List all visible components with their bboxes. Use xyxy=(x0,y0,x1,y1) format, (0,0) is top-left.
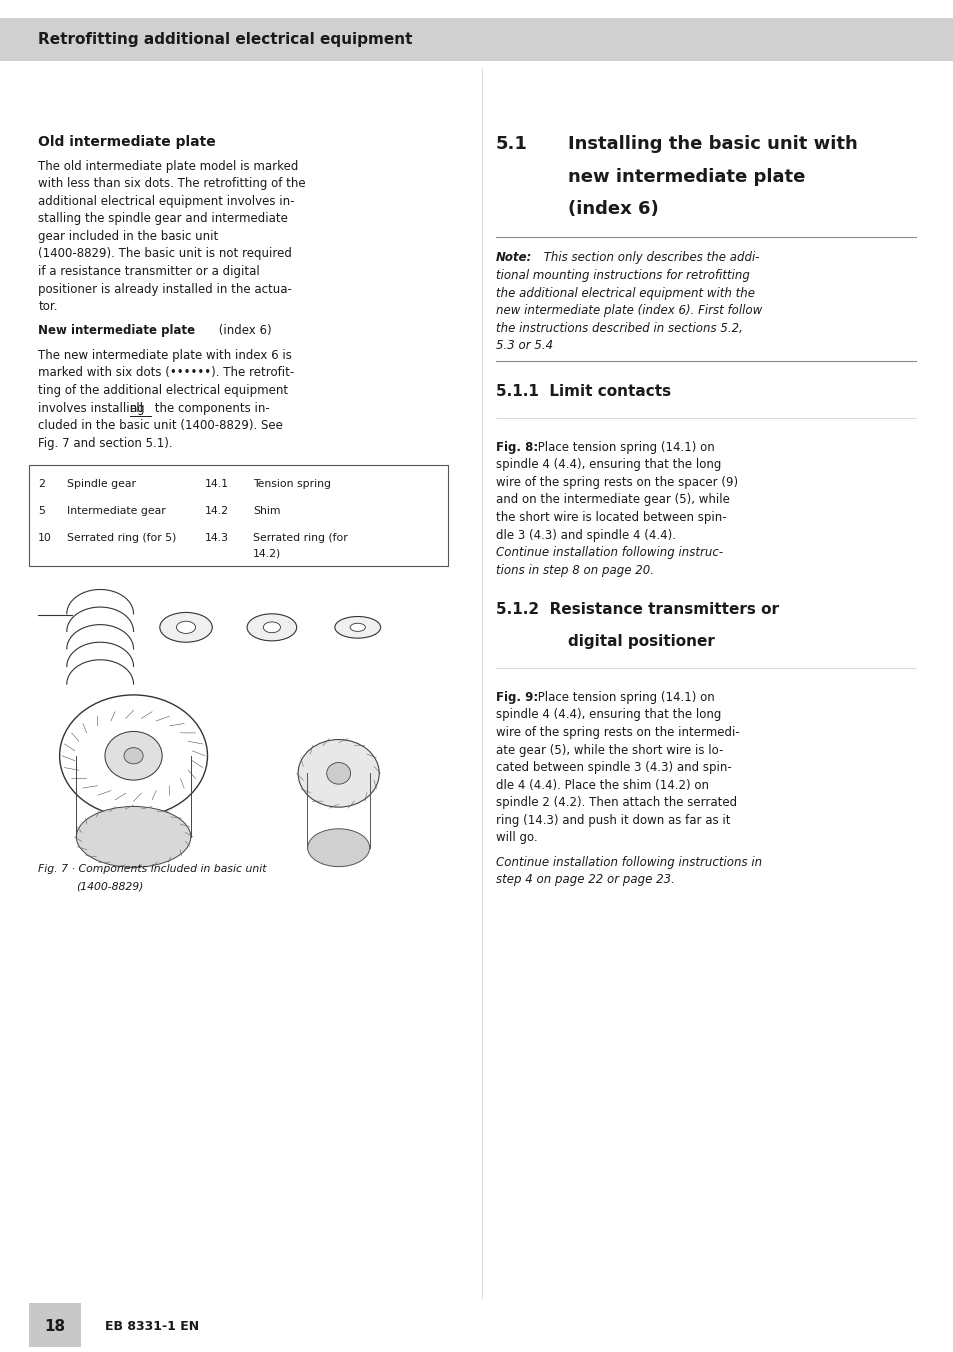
Text: 14.2): 14.2) xyxy=(253,549,281,558)
Text: Old intermediate plate: Old intermediate plate xyxy=(38,135,215,149)
Text: 14.3: 14.3 xyxy=(205,533,229,542)
Text: Shim: Shim xyxy=(253,506,280,515)
Text: Installing the basic unit with: Installing the basic unit with xyxy=(567,135,857,153)
Text: Continue installation following instruc-: Continue installation following instruc- xyxy=(496,546,722,560)
Text: spindle 2 (4.2). Then attach the serrated: spindle 2 (4.2). Then attach the serrate… xyxy=(496,796,737,810)
Text: The new intermediate plate with index 6 is: The new intermediate plate with index 6 … xyxy=(38,349,292,362)
Text: wire of the spring rests on the spacer (9): wire of the spring rests on the spacer (… xyxy=(496,476,738,489)
Text: Fig. 9:: Fig. 9: xyxy=(496,691,537,704)
FancyBboxPatch shape xyxy=(29,1303,81,1347)
Text: gear included in the basic unit: gear included in the basic unit xyxy=(38,230,218,243)
Text: tor.: tor. xyxy=(38,300,57,314)
Text: the components in-: the components in- xyxy=(151,402,269,415)
Text: 5.1.2  Resistance transmitters or: 5.1.2 Resistance transmitters or xyxy=(496,602,779,617)
Text: Retrofitting additional electrical equipment: Retrofitting additional electrical equip… xyxy=(38,31,413,47)
Text: New intermediate plate: New intermediate plate xyxy=(38,324,195,338)
Ellipse shape xyxy=(159,612,212,642)
Text: 18: 18 xyxy=(44,1318,65,1334)
Text: 10: 10 xyxy=(38,533,52,542)
Text: 5: 5 xyxy=(38,506,45,515)
Text: the additional electrical equipment with the: the additional electrical equipment with… xyxy=(496,287,754,300)
Text: (1400-8829): (1400-8829) xyxy=(76,882,144,891)
Text: spindle 4 (4.4), ensuring that the long: spindle 4 (4.4), ensuring that the long xyxy=(496,458,720,472)
Text: positioner is already installed in the actua-: positioner is already installed in the a… xyxy=(38,283,292,296)
Ellipse shape xyxy=(124,748,143,764)
Text: Spindle gear: Spindle gear xyxy=(67,479,135,488)
Ellipse shape xyxy=(326,763,351,784)
Text: the instructions described in sections 5.2,: the instructions described in sections 5… xyxy=(496,322,742,335)
Text: all: all xyxy=(130,402,144,415)
Text: dle 3 (4.3) and spindle 4 (4.4).: dle 3 (4.3) and spindle 4 (4.4). xyxy=(496,529,676,542)
Ellipse shape xyxy=(263,622,280,633)
Text: 5.1.1  Limit contacts: 5.1.1 Limit contacts xyxy=(496,384,671,399)
Ellipse shape xyxy=(247,614,296,641)
Text: Fig. 7 · Components included in basic unit: Fig. 7 · Components included in basic un… xyxy=(38,864,267,873)
Text: Place tension spring (14.1) on: Place tension spring (14.1) on xyxy=(534,691,714,704)
Text: (1400-8829). The basic unit is not required: (1400-8829). The basic unit is not requi… xyxy=(38,247,292,261)
Text: if a resistance transmitter or a digital: if a resistance transmitter or a digital xyxy=(38,265,259,279)
Text: (index 6): (index 6) xyxy=(567,200,658,218)
Text: The old intermediate plate model is marked: The old intermediate plate model is mark… xyxy=(38,160,298,173)
Text: Continue installation following instructions in: Continue installation following instruct… xyxy=(496,856,761,869)
Text: Serrated ring (for 5): Serrated ring (for 5) xyxy=(67,533,176,542)
Text: 14.2: 14.2 xyxy=(205,506,229,515)
Text: cated between spindle 3 (4.3) and spin-: cated between spindle 3 (4.3) and spin- xyxy=(496,761,731,775)
Ellipse shape xyxy=(307,829,369,867)
Text: (index 6): (index 6) xyxy=(214,324,271,338)
Text: Fig. 7 and section 5.1).: Fig. 7 and section 5.1). xyxy=(38,437,172,450)
Ellipse shape xyxy=(350,623,365,631)
Text: new intermediate plate: new intermediate plate xyxy=(567,168,804,185)
Text: with less than six dots. The retrofitting of the: with less than six dots. The retrofittin… xyxy=(38,177,306,191)
Text: Place tension spring (14.1) on: Place tension spring (14.1) on xyxy=(534,441,714,454)
Text: marked with six dots (••••••). The retrofit-: marked with six dots (••••••). The retro… xyxy=(38,366,294,380)
Text: cluded in the basic unit (1400-8829). See: cluded in the basic unit (1400-8829). Se… xyxy=(38,419,283,433)
Text: wire of the spring rests on the intermedi-: wire of the spring rests on the intermed… xyxy=(496,726,740,740)
Text: new intermediate plate (index 6). First follow: new intermediate plate (index 6). First … xyxy=(496,304,761,318)
Text: tions in step 8 on page 20.: tions in step 8 on page 20. xyxy=(496,564,654,577)
Text: and on the intermediate gear (5), while: and on the intermediate gear (5), while xyxy=(496,493,729,507)
Text: Serrated ring (for: Serrated ring (for xyxy=(253,533,347,542)
Text: Intermediate gear: Intermediate gear xyxy=(67,506,166,515)
Ellipse shape xyxy=(105,731,162,780)
Text: stalling the spindle gear and intermediate: stalling the spindle gear and intermedia… xyxy=(38,212,288,226)
Text: 2: 2 xyxy=(38,479,45,488)
Text: 5.3 or 5.4: 5.3 or 5.4 xyxy=(496,339,553,353)
Text: step 4 on page 22 or page 23.: step 4 on page 22 or page 23. xyxy=(496,873,674,887)
FancyBboxPatch shape xyxy=(29,465,448,566)
Text: 5.1: 5.1 xyxy=(496,135,527,153)
Text: ate gear (5), while the short wire is lo-: ate gear (5), while the short wire is lo… xyxy=(496,744,722,757)
Text: Fig. 8:: Fig. 8: xyxy=(496,441,537,454)
Ellipse shape xyxy=(76,807,191,868)
Text: ting of the additional electrical equipment: ting of the additional electrical equipm… xyxy=(38,384,288,397)
Text: will go.: will go. xyxy=(496,831,537,845)
Text: This section only describes the addi-: This section only describes the addi- xyxy=(539,251,759,265)
Text: ring (14.3) and push it down as far as it: ring (14.3) and push it down as far as i… xyxy=(496,814,730,827)
Text: dle 4 (4.4). Place the shim (14.2) on: dle 4 (4.4). Place the shim (14.2) on xyxy=(496,779,708,792)
Text: additional electrical equipment involves in-: additional electrical equipment involves… xyxy=(38,195,294,208)
Text: involves installing: involves installing xyxy=(38,402,149,415)
Ellipse shape xyxy=(335,617,380,638)
FancyBboxPatch shape xyxy=(0,18,953,61)
Ellipse shape xyxy=(176,622,195,634)
Text: 14.1: 14.1 xyxy=(205,479,229,488)
Ellipse shape xyxy=(297,740,379,807)
Text: the short wire is located between spin-: the short wire is located between spin- xyxy=(496,511,726,525)
Text: EB 8331-1 EN: EB 8331-1 EN xyxy=(105,1320,199,1333)
Text: tional mounting instructions for retrofitting: tional mounting instructions for retrofi… xyxy=(496,269,749,283)
Text: digital positioner: digital positioner xyxy=(567,634,714,649)
Text: spindle 4 (4.4), ensuring that the long: spindle 4 (4.4), ensuring that the long xyxy=(496,708,720,722)
Text: Note:: Note: xyxy=(496,251,532,265)
Text: Tension spring: Tension spring xyxy=(253,479,331,488)
